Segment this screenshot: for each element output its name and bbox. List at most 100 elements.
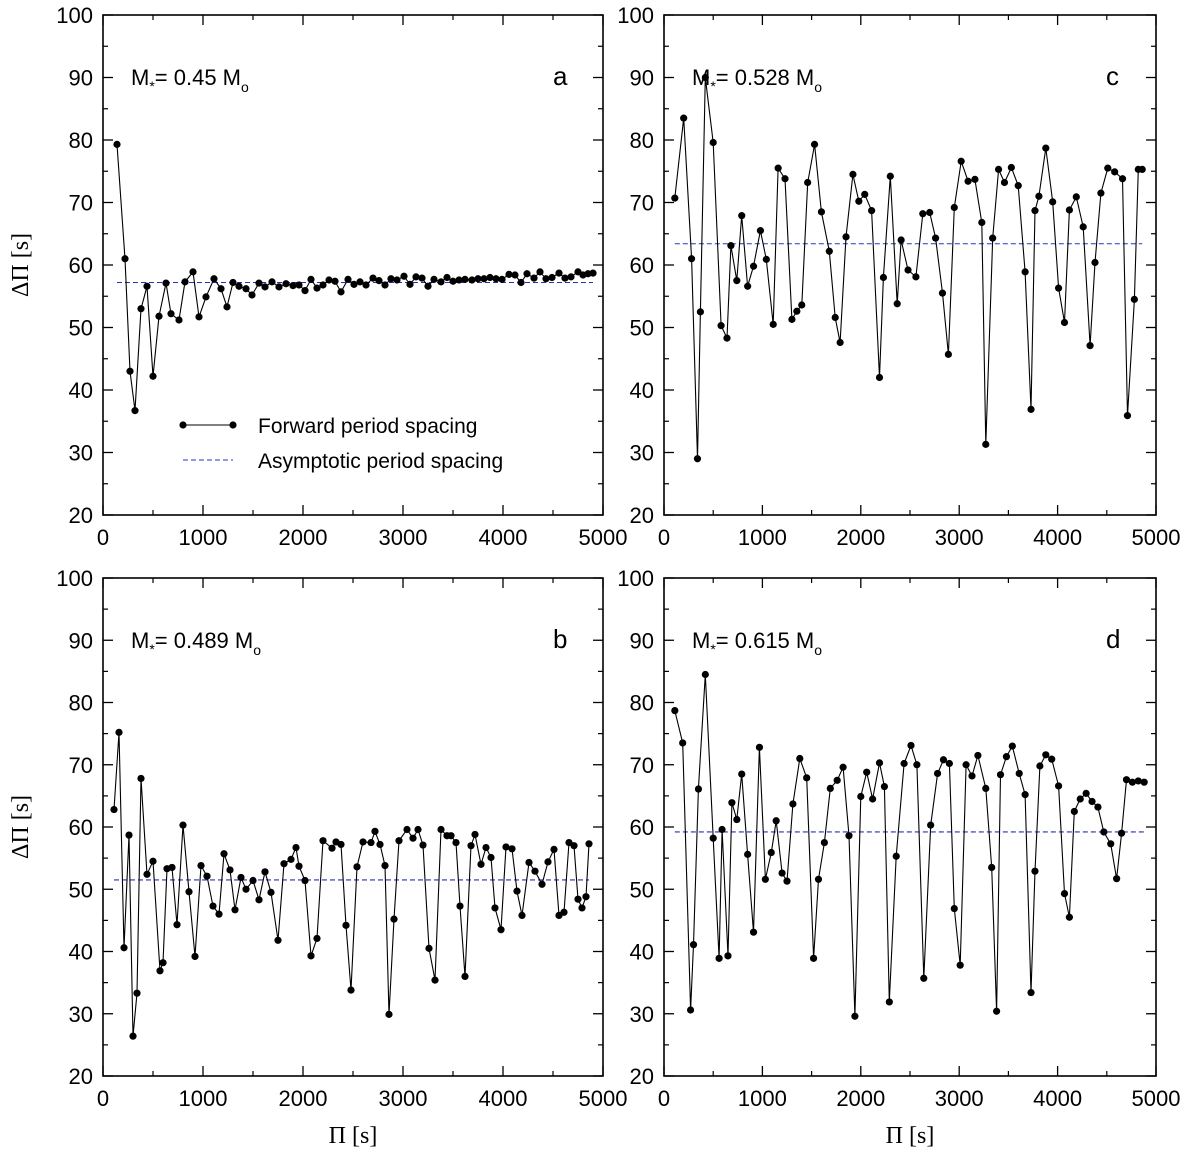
data-point-c: [769, 320, 777, 328]
data-point-a: [418, 274, 426, 282]
data-point-a: [369, 274, 377, 282]
data-point-b: [371, 827, 379, 835]
y-tick-label-b: 90: [69, 628, 93, 653]
data-point-c: [696, 308, 705, 316]
y-tick-label-b: 30: [69, 1002, 93, 1027]
data-point-b: [295, 862, 303, 870]
data-point-d: [749, 928, 758, 936]
data-point-d: [1117, 829, 1126, 837]
data-point-d: [1107, 840, 1115, 848]
data-point-d: [913, 761, 921, 769]
data-point-c: [793, 307, 801, 315]
y-tick-label-d: 50: [630, 877, 654, 902]
y-tick-label-a: 40: [69, 378, 93, 403]
y-tick-label-d: 40: [630, 940, 654, 965]
data-point-d: [982, 784, 990, 793]
data-point-d: [1100, 828, 1108, 836]
y-tick-label-b: 50: [69, 877, 93, 902]
data-point-a: [113, 140, 121, 148]
data-point-c: [756, 227, 765, 235]
x-tick-label-b: 0: [97, 1086, 109, 1111]
data-point-b: [110, 805, 118, 814]
data-point-b: [307, 952, 315, 960]
y-tick-label-c: 50: [630, 316, 654, 341]
data-point-a: [393, 276, 401, 284]
data-point-a: [275, 283, 283, 291]
x-tick-label-a: 4000: [479, 525, 528, 550]
data-point-a: [295, 281, 303, 289]
panel-letter-c: c: [1106, 61, 1119, 91]
data-point-d: [857, 792, 865, 801]
x-tick-label-d: 2000: [836, 1086, 885, 1111]
y-tick-label-d: 80: [630, 691, 654, 716]
data-point-c: [817, 208, 826, 216]
data-point-a: [255, 279, 263, 287]
data-point-d: [974, 751, 982, 760]
x-tick-label-d: 5000: [1132, 1086, 1181, 1111]
data-point-c: [879, 273, 888, 282]
data-point-c: [1065, 206, 1074, 214]
y-tick-label-a: 70: [69, 191, 93, 216]
x-tick-label-b: 5000: [579, 1086, 628, 1111]
y-tick-label-c: 30: [630, 441, 654, 466]
panel-c: 0 1000 2000 3000 4000 5000 20 30 40 50 60 70 80 90 100…: [617, 3, 1180, 550]
data-point-d: [796, 754, 804, 763]
data-point-a: [313, 284, 321, 292]
data-point-c: [831, 313, 839, 322]
data-point-d: [833, 776, 841, 784]
data-point-c: [810, 140, 819, 148]
mass-label-c: M*= 0.528 Mo: [692, 65, 822, 95]
data-point-b: [125, 831, 133, 839]
x-tick-label-c: 2000: [836, 525, 885, 550]
data-point-c: [893, 300, 901, 308]
data-point-b: [518, 911, 526, 919]
data-point-d: [738, 770, 746, 778]
y-tick-label-d: 100: [617, 566, 654, 591]
data-point-d: [907, 741, 915, 750]
data-point-b: [414, 825, 422, 834]
data-point-c: [671, 194, 679, 202]
y-tick-label-b: 80: [69, 691, 93, 716]
data-point-c: [1130, 295, 1138, 303]
data-point-b: [342, 921, 350, 929]
data-point-b: [570, 842, 578, 850]
data-point-d: [671, 706, 679, 715]
x-tick-label-b: 2000: [279, 1086, 328, 1111]
data-point-c: [957, 157, 965, 165]
data-point-c: [1118, 175, 1127, 183]
data-point-a: [131, 407, 139, 415]
data-point-a: [400, 272, 408, 280]
data-point-b: [319, 837, 327, 845]
data-point-d: [1065, 913, 1074, 921]
data-point-b: [409, 834, 417, 842]
data-point-c: [950, 203, 958, 212]
data-point-b: [287, 855, 295, 863]
data-point-b: [538, 880, 546, 888]
data-point-c: [931, 234, 940, 242]
data-point-c: [1031, 207, 1039, 215]
data-point-a: [167, 310, 175, 318]
data-point-b: [525, 858, 533, 867]
data-point-d: [1054, 782, 1063, 790]
data-point-b: [197, 861, 205, 870]
x-tick-label-c: 4000: [1033, 525, 1082, 550]
data-point-a: [229, 278, 237, 287]
data-point-b: [242, 885, 250, 893]
x-tick-label-a: 1000: [179, 525, 228, 550]
data-point-a: [492, 275, 500, 283]
data-point-b: [487, 853, 495, 862]
data-point-a: [455, 276, 463, 284]
data-point-b: [203, 872, 211, 880]
data-point-d: [718, 825, 726, 834]
data-point-d: [1082, 789, 1090, 797]
data-point-c: [709, 138, 717, 147]
data-point-c: [982, 440, 990, 448]
panel-a: 0 1000 2000 3000 4000 5000 20 30 40 50 60 70 80 90 100…: [8, 3, 627, 550]
data-point-b: [149, 857, 157, 865]
data-point-c: [727, 242, 735, 250]
data-point-b: [461, 972, 469, 981]
y-tick-label-d: 30: [630, 1002, 654, 1027]
data-point-d: [820, 838, 828, 847]
data-point-a: [430, 275, 438, 283]
